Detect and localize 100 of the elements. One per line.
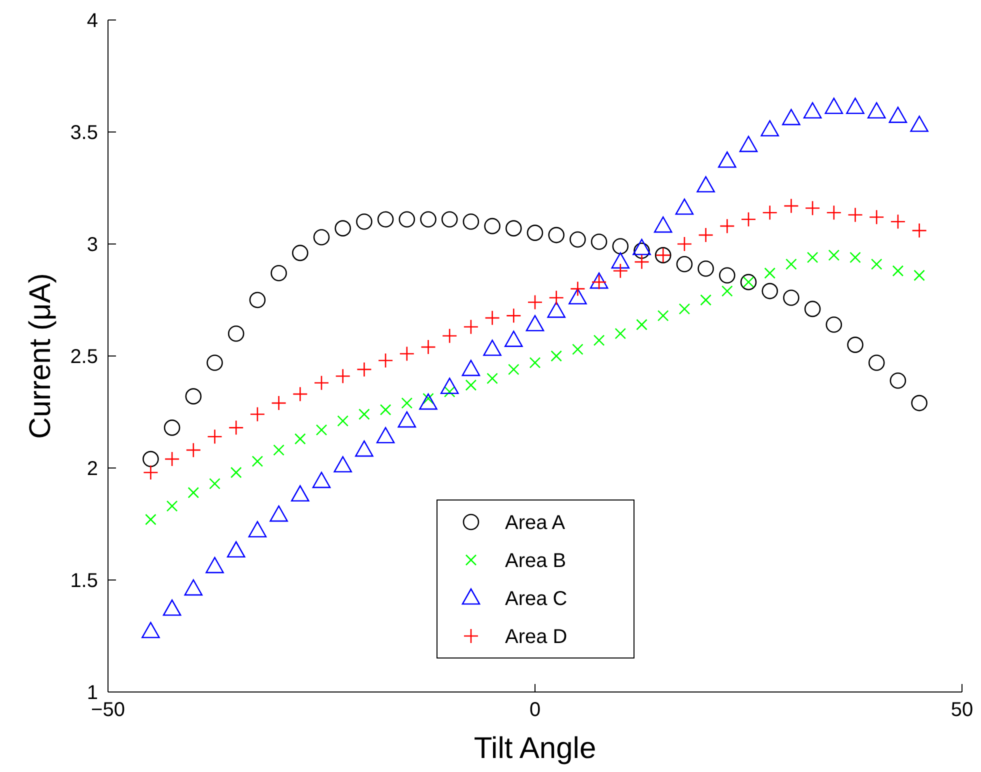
point bbox=[719, 267, 736, 284]
point bbox=[634, 242, 650, 259]
point bbox=[911, 394, 928, 412]
point bbox=[868, 209, 884, 225]
point bbox=[850, 252, 861, 264]
point bbox=[399, 346, 415, 362]
point bbox=[378, 352, 394, 368]
point bbox=[572, 344, 584, 355]
point bbox=[568, 288, 587, 304]
point bbox=[824, 98, 844, 114]
point bbox=[316, 424, 328, 436]
point bbox=[377, 211, 394, 228]
point bbox=[612, 238, 629, 254]
point bbox=[700, 294, 712, 306]
point bbox=[506, 220, 522, 236]
point bbox=[441, 211, 458, 228]
point bbox=[720, 218, 735, 234]
point bbox=[846, 98, 864, 114]
point bbox=[294, 433, 306, 445]
point bbox=[912, 222, 927, 238]
point bbox=[548, 226, 564, 244]
y-tick-label: 2.5 bbox=[70, 346, 98, 368]
point bbox=[547, 302, 566, 318]
point bbox=[740, 212, 756, 228]
point bbox=[636, 318, 648, 330]
point bbox=[313, 229, 330, 246]
point bbox=[250, 406, 266, 422]
point bbox=[271, 395, 286, 411]
point bbox=[184, 579, 203, 596]
point bbox=[419, 393, 438, 410]
point bbox=[676, 236, 692, 252]
point bbox=[508, 364, 520, 376]
point bbox=[440, 378, 459, 394]
point bbox=[206, 354, 223, 371]
y-tick-label: 1.5 bbox=[70, 570, 98, 592]
point bbox=[634, 254, 650, 270]
point bbox=[804, 200, 820, 216]
point bbox=[355, 440, 374, 457]
point bbox=[826, 204, 842, 220]
point bbox=[145, 514, 156, 526]
point bbox=[764, 267, 776, 279]
point bbox=[291, 485, 310, 502]
point bbox=[376, 426, 395, 444]
point bbox=[675, 198, 694, 215]
point bbox=[292, 386, 308, 402]
point bbox=[867, 102, 886, 118]
point bbox=[401, 397, 413, 409]
point bbox=[784, 198, 799, 214]
point bbox=[380, 404, 392, 416]
point bbox=[804, 300, 821, 318]
y-tick-label: 3 bbox=[86, 234, 98, 256]
point bbox=[420, 211, 436, 228]
point bbox=[760, 120, 779, 136]
x-axis-title: Tilt Angle bbox=[474, 732, 596, 765]
point bbox=[314, 375, 330, 391]
point bbox=[270, 264, 287, 282]
point bbox=[337, 415, 348, 427]
legend-label: Area A bbox=[505, 512, 566, 534]
point bbox=[654, 216, 672, 233]
legend-label: Area D bbox=[505, 626, 568, 648]
point bbox=[611, 252, 630, 269]
point bbox=[739, 136, 758, 152]
point bbox=[207, 428, 222, 444]
y-tick-label: 3.5 bbox=[70, 122, 98, 144]
point bbox=[270, 505, 288, 522]
point bbox=[593, 334, 605, 346]
point bbox=[335, 368, 350, 384]
point bbox=[398, 411, 416, 428]
point bbox=[678, 303, 690, 315]
point bbox=[230, 466, 242, 478]
point bbox=[206, 556, 224, 574]
point bbox=[914, 270, 925, 282]
point bbox=[420, 339, 436, 355]
point bbox=[164, 420, 180, 436]
point bbox=[209, 478, 220, 490]
point bbox=[166, 500, 178, 512]
point bbox=[826, 316, 842, 333]
point bbox=[142, 622, 160, 638]
point bbox=[334, 220, 351, 236]
point bbox=[484, 310, 500, 326]
y-tick-label: 2 bbox=[86, 458, 98, 480]
point bbox=[186, 442, 202, 458]
point bbox=[570, 231, 586, 248]
point bbox=[657, 310, 669, 322]
point bbox=[444, 386, 456, 398]
point bbox=[527, 294, 543, 310]
point bbox=[722, 285, 733, 297]
point bbox=[356, 213, 372, 230]
point bbox=[143, 464, 158, 480]
point bbox=[526, 224, 544, 241]
point bbox=[892, 265, 904, 277]
point bbox=[868, 354, 885, 371]
point bbox=[462, 360, 480, 376]
point bbox=[890, 372, 906, 389]
point bbox=[292, 244, 308, 262]
y-tick-label: 4 bbox=[86, 10, 98, 32]
point bbox=[164, 451, 180, 467]
point bbox=[228, 325, 244, 342]
point bbox=[462, 213, 480, 230]
point bbox=[142, 450, 159, 468]
